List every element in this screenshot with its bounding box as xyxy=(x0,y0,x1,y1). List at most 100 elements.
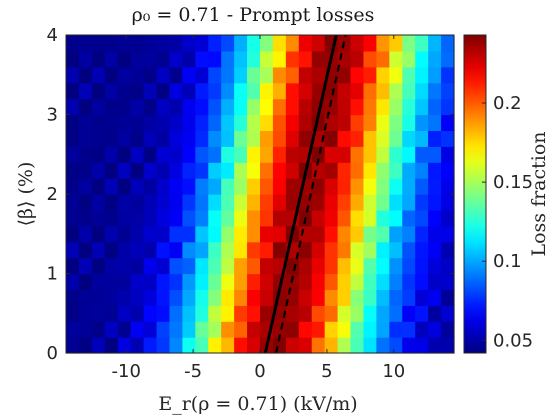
heatmap-cell xyxy=(441,337,455,354)
heatmap-cell xyxy=(130,66,145,84)
heatmap-cell xyxy=(234,241,248,259)
heatmap-cell xyxy=(311,289,326,306)
x-tick-label: 5 xyxy=(321,361,332,382)
heatmap-cell xyxy=(221,50,235,68)
heatmap-cell xyxy=(169,225,183,243)
heatmap-cell xyxy=(350,321,365,338)
heatmap-cell xyxy=(169,178,183,195)
heatmap-cell xyxy=(415,178,429,195)
heatmap-cell xyxy=(285,194,300,211)
heatmap-cell xyxy=(441,241,455,259)
heatmap-cell xyxy=(298,114,313,131)
heatmap-cell xyxy=(234,305,248,322)
heatmap-cell xyxy=(117,257,132,275)
heatmap-cell xyxy=(363,66,377,84)
heatmap-cell xyxy=(350,225,365,243)
heatmap-cell xyxy=(415,146,429,163)
heatmap-cell xyxy=(260,50,274,68)
heatmap-cell xyxy=(324,321,339,338)
heatmap-cell xyxy=(91,257,106,275)
heatmap-cell xyxy=(66,257,80,275)
heatmap-cell xyxy=(285,35,300,52)
heatmap-cell xyxy=(272,114,287,131)
heatmap-cell xyxy=(104,337,119,354)
heatmap-cell xyxy=(247,209,261,227)
heatmap-cell xyxy=(104,289,119,306)
heatmap-cell xyxy=(91,66,106,84)
heatmap-cell xyxy=(130,146,145,163)
heatmap-cell xyxy=(402,82,416,100)
heatmap-cell xyxy=(66,146,80,163)
heatmap-cell xyxy=(195,194,209,211)
heatmap-cell xyxy=(311,321,326,338)
heatmap-cell xyxy=(130,225,145,243)
heatmap-cell xyxy=(221,162,235,179)
heatmap-cell xyxy=(260,273,274,290)
heatmap-cell xyxy=(402,225,416,243)
heatmap-cell xyxy=(169,241,183,259)
heatmap-cell xyxy=(66,82,80,100)
heatmap-cell xyxy=(195,146,209,163)
x-tick-label: -10 xyxy=(112,361,141,382)
heatmap-cell xyxy=(247,225,261,243)
heatmap-cell xyxy=(91,178,106,195)
heatmap-cell xyxy=(389,209,403,227)
heatmap-cell xyxy=(169,146,183,163)
heatmap-cell xyxy=(337,305,352,322)
heatmap-cell xyxy=(350,273,365,290)
heatmap-cell xyxy=(208,178,222,195)
heatmap-cell xyxy=(402,337,416,354)
heatmap-cell xyxy=(363,209,377,227)
heatmap-cell xyxy=(169,257,183,275)
heatmap-cell xyxy=(363,114,377,131)
heatmap-cell xyxy=(143,35,158,52)
heatmap-cell xyxy=(182,50,196,68)
heatmap-cell xyxy=(130,35,145,52)
heatmap-cell xyxy=(234,209,248,227)
heatmap-cell xyxy=(78,305,93,322)
heatmap-cell xyxy=(208,273,222,290)
heatmap-cell xyxy=(363,337,377,354)
heatmap-cell xyxy=(156,66,171,84)
heatmap-cell xyxy=(363,98,377,116)
y-tick-label: 3 xyxy=(47,105,58,126)
heatmap-cell xyxy=(117,209,132,227)
heatmap-cell xyxy=(247,50,261,68)
heatmap-cell xyxy=(143,241,158,259)
heatmap-cell xyxy=(441,273,455,290)
heatmap-cell xyxy=(260,35,274,52)
heatmap-cell xyxy=(441,130,455,147)
heatmap-cell xyxy=(350,178,365,195)
colorbar-tick-label: 0.05 xyxy=(493,330,533,351)
heatmap-cell xyxy=(221,257,235,275)
heatmap-cell xyxy=(311,50,326,68)
heatmap-cell xyxy=(208,162,222,179)
heatmap-cell xyxy=(247,82,261,100)
heatmap-cell xyxy=(143,321,158,338)
heatmap-cell xyxy=(234,50,248,68)
heatmap-cell xyxy=(337,257,352,275)
heatmap-cell xyxy=(260,146,274,163)
y-tick-label: 4 xyxy=(47,25,58,46)
heatmap-cell xyxy=(376,225,390,243)
heatmap-cell xyxy=(260,241,274,259)
heatmap-cell xyxy=(260,225,274,243)
heatmap-cell xyxy=(78,273,93,290)
heatmap-cell xyxy=(208,241,222,259)
heatmap-cell xyxy=(389,257,403,275)
heatmap-cell xyxy=(376,98,390,116)
heatmap-cell xyxy=(428,50,442,68)
heatmap-cell xyxy=(156,209,171,227)
heatmap-cell xyxy=(104,241,119,259)
heatmap-cell xyxy=(402,209,416,227)
heatmap-cell xyxy=(156,257,171,275)
heatmap-cell xyxy=(117,305,132,322)
heatmap-cell xyxy=(104,305,119,322)
heatmap-cell xyxy=(350,35,365,52)
heatmap-cell xyxy=(66,337,80,354)
x-axis-title: E_r(ρ = 0.71) (kV/m) xyxy=(158,393,357,415)
heatmap-cell xyxy=(169,98,183,116)
heatmap-cell xyxy=(78,130,93,147)
heatmap-cell xyxy=(195,98,209,116)
heatmap-cell xyxy=(428,241,442,259)
